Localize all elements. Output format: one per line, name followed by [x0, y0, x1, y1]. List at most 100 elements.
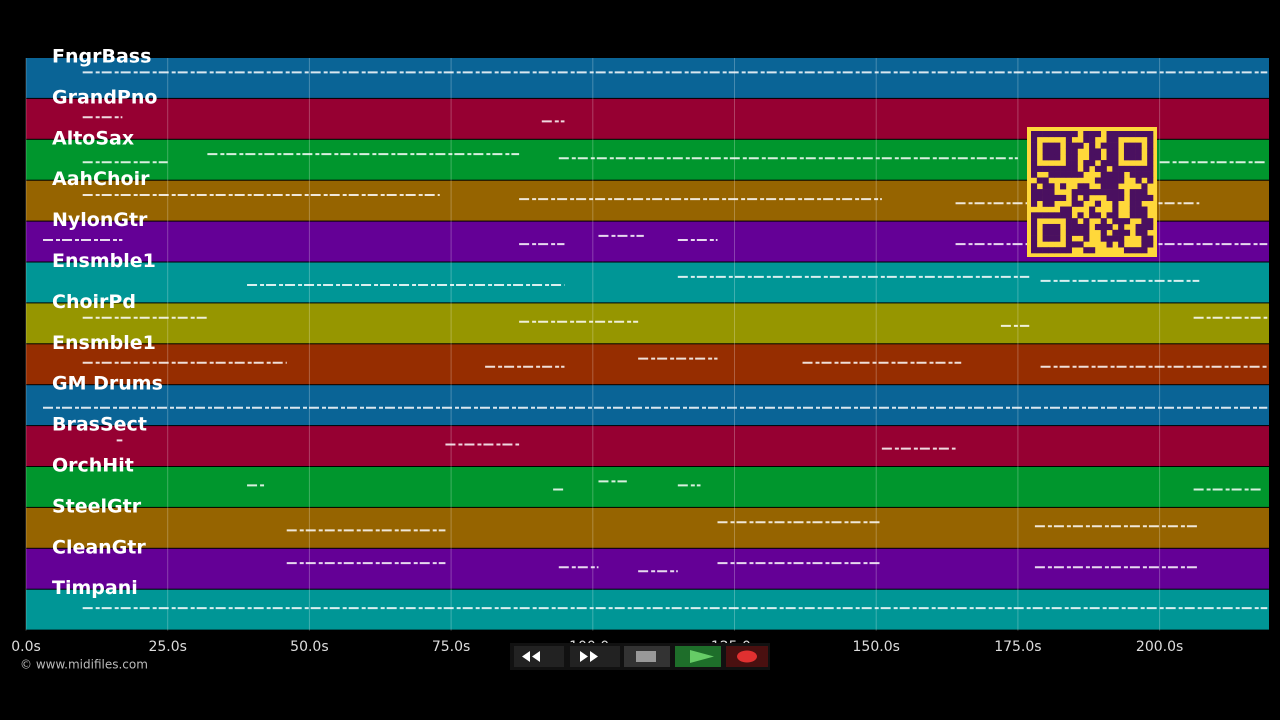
- track-label: AltoSax: [52, 127, 134, 149]
- qr-module: [1106, 177, 1113, 184]
- notes: [43, 71, 1268, 610]
- qr-module: [1048, 131, 1055, 138]
- qr-module: [1147, 194, 1154, 202]
- qr-module: [1129, 142, 1136, 149]
- qr-module: [1077, 142, 1084, 149]
- qr-module: [1077, 171, 1084, 178]
- qr-module: [1089, 160, 1096, 167]
- qr-module: [1118, 218, 1125, 225]
- qr-module: [1083, 247, 1090, 254]
- qr-module: [1054, 171, 1061, 178]
- qr-module: [1083, 229, 1090, 236]
- qr-module: [1118, 171, 1125, 178]
- qr-module: [1042, 194, 1049, 202]
- qr-module: [1031, 241, 1038, 248]
- record-button[interactable]: [726, 646, 768, 667]
- rewind-button[interactable]: [514, 646, 564, 667]
- qr-module: [1147, 165, 1154, 172]
- qr-module: [1065, 136, 1072, 143]
- qr-module: [1141, 189, 1148, 196]
- qr-module: [1129, 247, 1136, 254]
- qr-module: [1031, 131, 1038, 138]
- qr-module: [1048, 165, 1055, 172]
- qr-module: [1141, 247, 1148, 254]
- qr-module: [1031, 223, 1038, 231]
- qr-module: [1094, 154, 1102, 161]
- qr-module: [1042, 183, 1049, 190]
- qr-module: [1065, 235, 1072, 242]
- qr-module: [1077, 229, 1084, 236]
- qr-module: [1141, 218, 1148, 225]
- qr-module: [1048, 189, 1055, 196]
- qr-module: [1100, 142, 1107, 149]
- qr-module: [1048, 200, 1055, 207]
- qr-module: [1147, 218, 1154, 225]
- qr-module: [1031, 183, 1038, 190]
- qr-module: [1106, 171, 1113, 178]
- x-tick-label: 200.0s: [1136, 639, 1183, 655]
- qr-module: [1112, 212, 1119, 219]
- qr-module: [1071, 160, 1078, 167]
- qr-module: [1112, 229, 1119, 236]
- qr-module: [1077, 183, 1084, 190]
- qr-module: [1071, 200, 1078, 207]
- forward-button[interactable]: [570, 646, 620, 667]
- qr-module: [1071, 223, 1078, 231]
- qr-module: [1094, 131, 1102, 138]
- qr-module: [1106, 212, 1113, 219]
- qr-module: [1065, 223, 1072, 231]
- qr-module: [1054, 165, 1061, 172]
- track-label: AahChoir: [52, 168, 150, 190]
- qr-module: [1135, 200, 1142, 207]
- qr-module: [1118, 131, 1125, 138]
- qr-module: [1089, 142, 1096, 149]
- qr-module: [1123, 165, 1131, 172]
- qr-module: [1135, 212, 1142, 219]
- qr-module: [1123, 229, 1131, 236]
- qr-module: [1060, 212, 1067, 219]
- qr-module: [1147, 131, 1154, 138]
- qr-module: [1106, 148, 1113, 155]
- qr-module: [1129, 189, 1136, 196]
- qr-module: [1112, 183, 1119, 190]
- qr-module: [1042, 223, 1049, 231]
- qr-module: [1071, 171, 1078, 178]
- qr-module: [1129, 148, 1136, 155]
- qr-module: [1141, 235, 1148, 242]
- qr-module: [1112, 189, 1119, 196]
- qr-module: [1054, 212, 1061, 219]
- qr-module: [1112, 218, 1119, 225]
- qr-module: [1077, 189, 1084, 196]
- qr-module: [1089, 131, 1096, 138]
- qr-module: [1065, 206, 1072, 213]
- qr-module: [1100, 177, 1107, 184]
- qr-module: [1065, 148, 1072, 155]
- track-label: GM Drums: [52, 373, 163, 395]
- qr-module: [1089, 206, 1096, 213]
- qr-module: [1141, 131, 1148, 138]
- qr-module: [1065, 171, 1072, 178]
- qr-module: [1065, 229, 1072, 236]
- qr-module: [1060, 194, 1067, 202]
- qr-module: [1036, 177, 1043, 184]
- play-button[interactable]: [675, 646, 721, 667]
- qr-module: [1071, 218, 1078, 225]
- qr-module: [1141, 212, 1148, 219]
- qr-module: [1106, 160, 1113, 167]
- qr-module: [1048, 247, 1055, 254]
- qr-module: [1100, 223, 1107, 231]
- qr-module: [1089, 189, 1096, 196]
- qr-module: [1106, 142, 1113, 149]
- qr-module: [1106, 223, 1113, 231]
- qr-module: [1071, 154, 1078, 161]
- qr-module: [1071, 241, 1078, 248]
- qr-module: [1118, 165, 1125, 172]
- qr-module: [1141, 183, 1148, 190]
- qr-module: [1042, 235, 1049, 242]
- stop-button[interactable]: [624, 646, 670, 667]
- qr-module: [1065, 212, 1072, 219]
- qr-module: [1054, 223, 1061, 231]
- qr-module: [1031, 171, 1038, 178]
- qr-module: [1083, 194, 1090, 202]
